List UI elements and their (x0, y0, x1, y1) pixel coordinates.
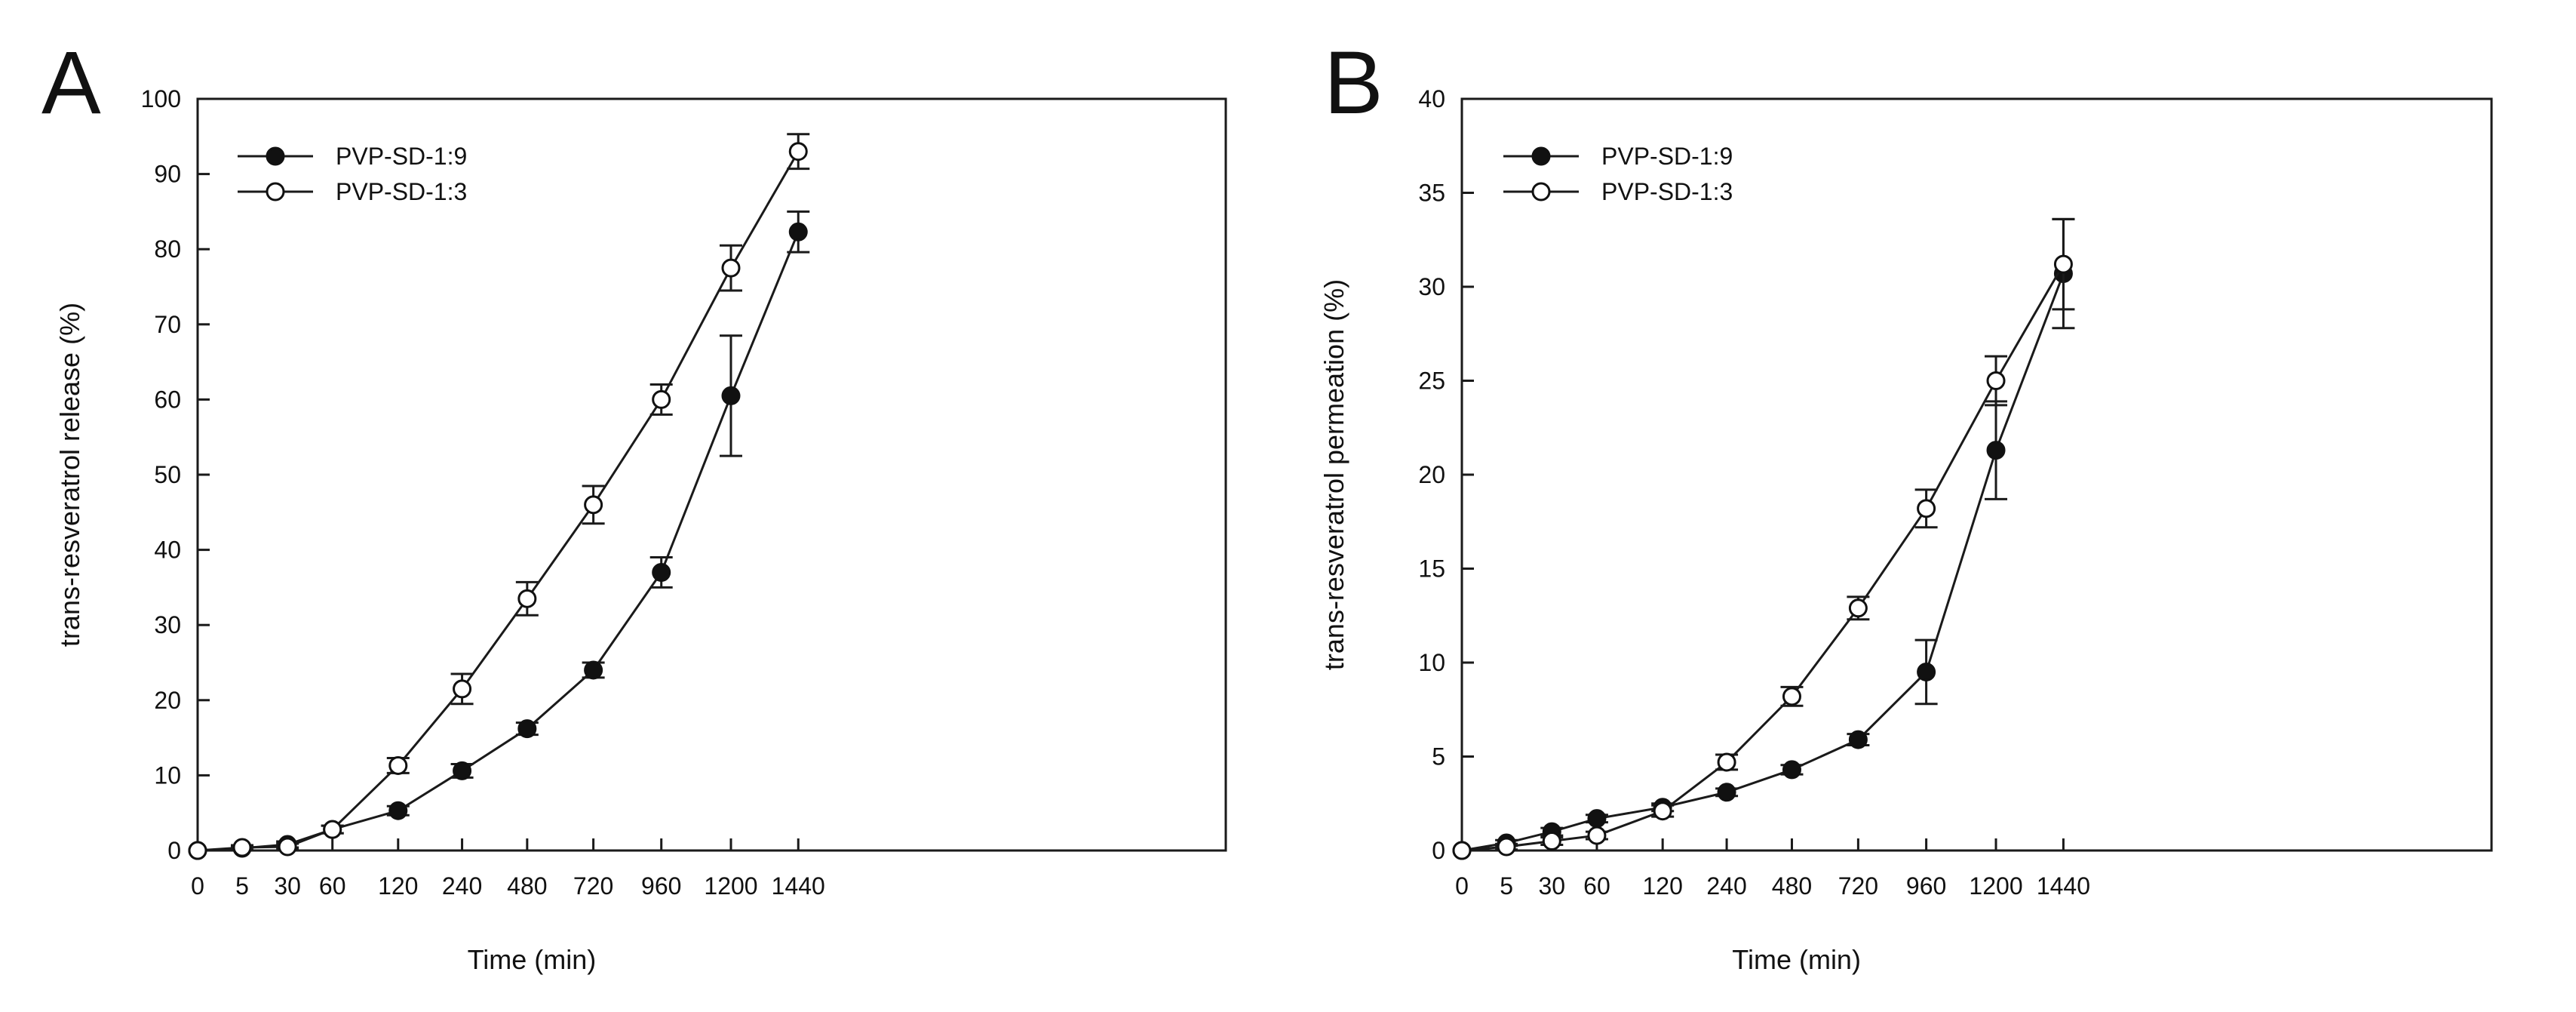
x-tick-label: 120 (1642, 872, 1682, 900)
legend-label: PVP-SD-1:3 (336, 178, 467, 205)
panel-label: B (1324, 33, 1383, 133)
data-point (1452, 841, 1472, 860)
data-point (1587, 826, 1607, 845)
x-tick-label: 30 (1539, 872, 1566, 900)
series-2 (1452, 217, 2075, 860)
series-2 (188, 133, 810, 860)
y-tick-label: 0 (1432, 837, 1445, 864)
data-point (1782, 760, 1801, 780)
y-tick-label: 25 (1418, 368, 1445, 395)
data-point (1542, 832, 1561, 851)
y-tick-label: 90 (154, 161, 181, 188)
data-point (1782, 687, 1801, 706)
data-point (232, 838, 252, 857)
data-point (652, 562, 671, 582)
y-tick-label: 5 (1432, 743, 1445, 771)
y-tick-label: 20 (1418, 461, 1445, 488)
data-point (517, 719, 537, 739)
data-point (1848, 598, 1868, 618)
data-point (721, 258, 741, 278)
y-tick-label: 15 (1418, 555, 1445, 583)
y-tick-label: 60 (154, 386, 181, 413)
y-tick-label: 20 (154, 687, 181, 714)
y-axis-label: trans-resveratrol permeation (%) (1319, 279, 1349, 670)
data-point (1986, 371, 2006, 390)
data-point (1917, 662, 1936, 681)
x-axis-label: Time (min) (1732, 944, 1861, 975)
x-tick-label: 480 (1772, 872, 1812, 900)
panel-a: A 0 10 20 30 40 50 60 70 80 90 100 0 5 30 60 120 240 480 72… (41, 33, 1227, 975)
legend-marker (266, 146, 285, 166)
y-tick-label: 100 (141, 85, 181, 112)
data-point (1717, 752, 1736, 772)
x-tick-label: 5 (1500, 872, 1513, 900)
x-tick-label: 480 (507, 872, 547, 900)
y-tick-label: 50 (154, 461, 181, 488)
y-axis-label: trans-resveratrol release (%) (54, 303, 85, 647)
y-tick-label: 70 (154, 311, 181, 338)
x-tick-label: 0 (191, 872, 204, 900)
data-point (1653, 801, 1672, 821)
data-point (1587, 809, 1607, 829)
data-point (1717, 783, 1736, 802)
x-tick-label: 240 (442, 872, 482, 900)
data-point (388, 801, 408, 820)
data-point (1848, 730, 1868, 749)
x-tick-label: 960 (641, 872, 681, 900)
legend: PVP-SD-1:9 PVP-SD-1:3 (1503, 143, 1733, 205)
data-point (453, 761, 472, 780)
x-tick-label: 60 (1583, 872, 1610, 900)
data-point (323, 820, 342, 839)
data-point (517, 589, 537, 608)
legend-label: PVP-SD-1:9 (1601, 143, 1733, 170)
y-tick-label: 10 (154, 761, 181, 789)
data-point (278, 837, 297, 857)
legend-label: PVP-SD-1:9 (336, 143, 467, 170)
legend-marker (266, 182, 285, 201)
x-tick-label: 120 (378, 872, 418, 900)
panel-label: A (41, 33, 101, 133)
data-point (388, 755, 408, 775)
data-point (188, 841, 207, 860)
y-tick-label: 10 (1418, 649, 1445, 676)
x-axis-label: Time (min) (468, 944, 597, 975)
x-tick-label: 5 (235, 872, 249, 900)
x-tick-label: 240 (1706, 872, 1746, 900)
y-tick-label: 35 (1418, 180, 1445, 207)
x-tick-label: 1200 (704, 872, 757, 900)
data-point (652, 389, 671, 409)
data-point (1986, 441, 2006, 460)
legend-label: PVP-SD-1:3 (1601, 178, 1733, 205)
data-point (2053, 254, 2073, 274)
x-tick-label: 1440 (772, 872, 825, 900)
x-tick-label: 1440 (2037, 872, 2090, 900)
legend: PVP-SD-1:9 PVP-SD-1:3 (238, 143, 467, 205)
x-tick-label: 0 (1455, 872, 1469, 900)
x-tick-label: 720 (1838, 872, 1878, 900)
legend-marker (1531, 182, 1551, 201)
y-tick-label: 30 (154, 611, 181, 638)
legend-marker (1531, 146, 1551, 166)
data-point (584, 660, 603, 680)
x-tick-label: 1200 (1969, 872, 2022, 900)
y-tick-label: 80 (154, 235, 181, 263)
data-point (788, 142, 808, 161)
data-point (1497, 837, 1516, 857)
data-point (453, 679, 472, 699)
x-tick-label: 30 (274, 872, 301, 900)
x-tick-label: 960 (1906, 872, 1946, 900)
y-tick-label: 30 (1418, 273, 1445, 300)
x-tick-label: 60 (319, 872, 346, 900)
y-tick-label: 40 (154, 537, 181, 564)
data-point (584, 495, 603, 515)
data-point (788, 222, 808, 241)
y-tick-label: 40 (1418, 85, 1445, 112)
x-tick-label: 720 (573, 872, 613, 900)
data-point (1917, 499, 1936, 518)
data-point (721, 386, 741, 405)
panel-b: B 0 5 10 15 20 25 30 35 40 0 5 30 60 120 240 480 720 960 12… (1319, 33, 2493, 975)
y-tick-label: 0 (167, 837, 181, 864)
